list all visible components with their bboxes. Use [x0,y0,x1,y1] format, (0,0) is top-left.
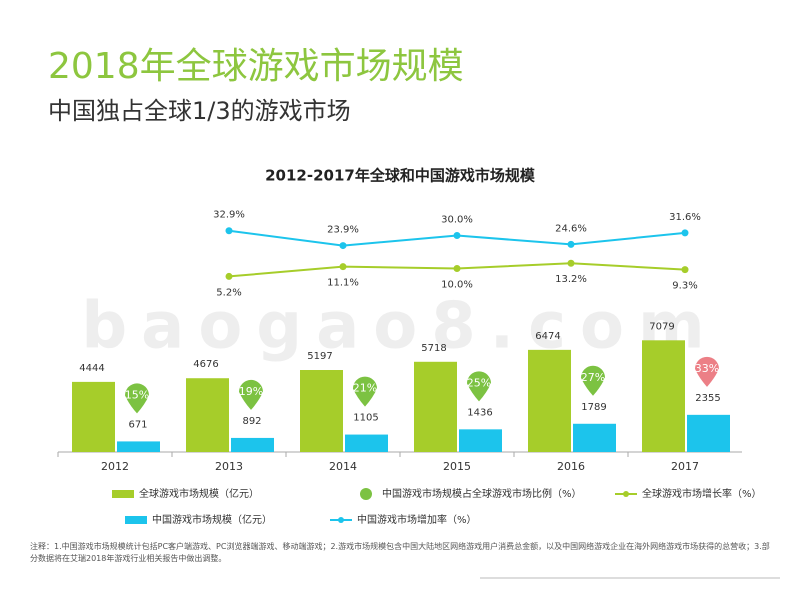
line-value-label: 9.3% [672,281,697,292]
line-point [681,266,689,274]
bar-value-label: 5718 [421,343,446,354]
line-value-label: 13.2% [555,274,587,285]
share-label: 15% [125,388,149,401]
bar [459,429,502,452]
line-point [339,263,347,271]
share-badge [125,383,149,414]
share-badge [695,356,719,387]
x-tick-label: 2012 [101,460,129,473]
x-tick-label: 2014 [329,460,357,473]
share-badge [239,379,263,410]
line-point [567,240,575,248]
bar-value-label: 1105 [353,413,378,424]
bar [345,434,388,452]
bar-value-label: 892 [242,416,261,427]
share-label: 19% [239,385,263,398]
line-value-label: 30.0% [441,215,473,226]
line-point [225,227,233,235]
bar [528,349,571,452]
legend-label: 中国游戏市场规模（亿元） [152,513,272,526]
slide-subtitle: 中国独占全球1/3的游戏市场 [48,97,351,125]
line-point [567,259,575,267]
legend-label: 中国游戏市场增加率（%） [357,513,477,526]
bar-value-label: 6474 [535,331,560,342]
line-point [681,229,689,237]
bar-value-label: 4444 [79,363,104,374]
share-label: 33% [695,362,719,375]
line-value-label: 5.2% [216,287,241,298]
bar-value-label: 4676 [193,359,218,370]
legend-swatch [623,491,629,497]
line-value-label: 32.9% [213,210,245,221]
share-badge [467,371,491,402]
bar [117,441,160,452]
x-tick-label: 2016 [557,460,585,473]
bar [687,414,730,452]
line-value-label: 11.1% [327,278,359,289]
line-point [453,265,461,272]
line-value-label: 10.0% [441,280,473,291]
bar-value-label: 1789 [581,402,606,413]
line-value-label: 24.6% [555,223,587,234]
bar-value-label: 5197 [307,351,332,362]
legend-label: 全球游戏市场增长率（%） [642,487,762,500]
bar [642,340,685,452]
share-badge [353,376,377,407]
bar [231,437,274,452]
line-point [225,272,233,280]
bar [186,378,229,452]
bar-value-label: 1436 [467,407,492,418]
line-value-label: 23.9% [327,225,359,236]
bar-value-label: 7079 [649,321,674,332]
legend-swatch [338,517,344,523]
legend-label: 中国游戏市场规模占全球游戏市场比例（%） [382,487,582,500]
x-tick-label: 2015 [443,460,471,473]
share-label: 21% [353,382,377,395]
share-badge [581,365,605,396]
legend-swatch [112,490,134,498]
bar-value-label: 2355 [695,393,720,404]
legend-label: 全球游戏市场规模（亿元） [139,487,259,500]
legend-swatch [360,488,372,500]
bar [573,423,616,452]
bar [72,381,115,452]
x-tick-label: 2013 [215,460,243,473]
footnote: 注释：1.中国游戏市场规模统计包括PC客户端游戏、PC浏览器端游戏、移动端游戏；… [30,542,770,563]
share-label: 25% [467,376,491,389]
bar [300,370,343,452]
legend-swatch [125,516,147,524]
x-tick-label: 2017 [671,460,699,473]
bar [414,361,457,452]
slide-title: 2018年全球游戏市场规模 [48,46,464,87]
line-point [453,232,461,239]
chart-title: 2012-2017年全球和中国游戏市场规模 [265,167,536,185]
bar-value-label: 671 [128,419,147,430]
share-label: 27% [581,371,605,384]
line-point [339,242,347,250]
watermark: baogao8.com [81,290,718,364]
line-value-label: 31.6% [669,212,701,223]
